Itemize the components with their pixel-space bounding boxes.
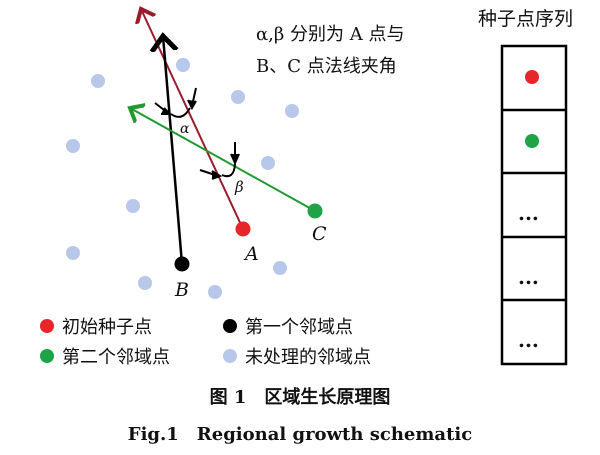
unprocessed-point [261, 156, 275, 170]
unprocessed-points [66, 58, 299, 299]
unprocessed-point [208, 285, 222, 299]
unprocessed-point [126, 199, 140, 213]
legend-marker [40, 319, 54, 333]
caption-cn: 图 1 区域生长原理图 [210, 386, 391, 408]
point-A [235, 221, 251, 237]
unprocessed-point [176, 58, 190, 72]
legend-marker [223, 349, 237, 363]
normal-A-line [141, 9, 244, 230]
legend-marker [40, 349, 54, 363]
sequence-ellipsis: ... [518, 265, 539, 289]
legend-marker [223, 319, 237, 333]
sequence-ellipsis: ... [518, 328, 539, 352]
unprocessed-point [91, 74, 105, 88]
legend: 初始种子点 第一个邻域点 第二个邻域点 未处理的邻域点 [40, 317, 371, 368]
unprocessed-point [285, 104, 299, 118]
sequence-ellipsis: ... [518, 201, 539, 225]
beta-label: β [234, 178, 244, 196]
unprocessed-point [138, 276, 152, 290]
legend-label: 初始种子点 [62, 317, 152, 338]
unprocessed-point [231, 90, 245, 104]
annotation-line2: B、C 点法线夹角 [256, 56, 397, 77]
point-B [174, 256, 190, 272]
sequence-seed-red [525, 70, 539, 84]
legend-label: 未处理的邻域点 [245, 347, 371, 368]
point-C [307, 203, 323, 219]
label-B: B [174, 279, 189, 301]
alpha-angle-mark [154, 87, 197, 118]
seed-sequence-title: 种子点序列 [478, 8, 573, 30]
legend-label: 第一个邻域点 [245, 317, 353, 338]
label-C: C [312, 223, 327, 245]
legend-label: 第二个邻域点 [62, 347, 170, 368]
unprocessed-point [66, 139, 80, 153]
alpha-label: α [180, 121, 190, 137]
caption-en: Fig.1 Regional growth schematic [128, 424, 472, 445]
unprocessed-point [273, 261, 287, 275]
normal-C-line [130, 108, 316, 212]
beta-angle-mark [199, 142, 240, 180]
seed-sequence-box [500, 44, 568, 366]
sequence-seed-green [525, 134, 539, 148]
unprocessed-point [66, 246, 80, 260]
normal-B-line [163, 36, 184, 265]
label-A: A [243, 243, 259, 265]
annotation-line1: α,β 分别为 A 点与 [256, 24, 404, 45]
